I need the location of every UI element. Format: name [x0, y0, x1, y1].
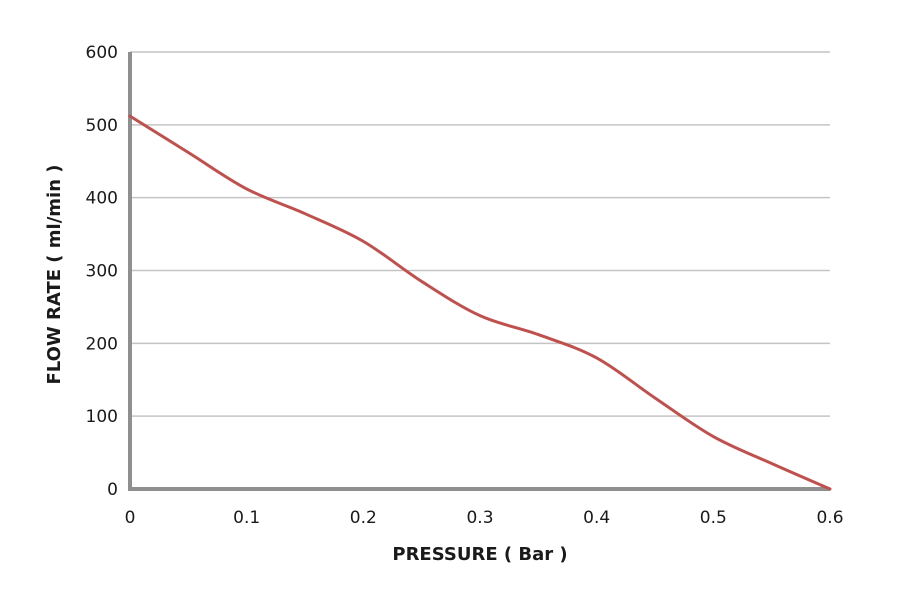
y-tick-labels: 0 100 200 300 400 500 600: [86, 43, 118, 500]
x-axis-title: PRESSURE ( Bar ): [392, 544, 567, 565]
y-tick-label: 0: [107, 480, 118, 500]
y-tick-label: 400: [86, 189, 118, 209]
y-tick-label: 500: [86, 116, 118, 136]
gridlines: [130, 51, 830, 417]
x-tick-labels: 0 0.1 0.2 0.3 0.4 0.5 0.6: [125, 508, 844, 528]
y-tick-label: 200: [86, 334, 118, 354]
y-tick-label: 300: [86, 262, 118, 282]
series-line-0: [128, 114, 832, 491]
x-tick-label: 0.4: [583, 508, 610, 528]
y-axis-title: FLOW RATE ( ml/min ): [44, 164, 65, 384]
x-tick-label: 0: [125, 508, 136, 528]
axes: [128, 52, 830, 491]
x-tick-label: 0.5: [700, 508, 727, 528]
x-tick-label: 0.3: [466, 508, 493, 528]
y-tick-label: 100: [86, 407, 118, 427]
y-tick-label: 600: [86, 43, 118, 63]
x-tick-label: 0.1: [233, 508, 260, 528]
x-tick-label: 0.6: [816, 508, 843, 528]
x-tick-label: 0.2: [350, 508, 377, 528]
series-layer: [128, 114, 832, 491]
